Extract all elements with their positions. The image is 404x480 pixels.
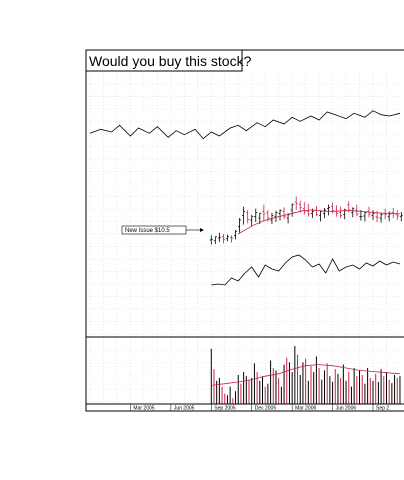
x-tick-label: Mar 2005 — [133, 406, 154, 412]
moving-average-series — [237, 209, 401, 235]
annotation-text: New Issue $10.5 — [125, 228, 170, 234]
title-box — [85, 49, 243, 72]
main-panel-frame — [85, 49, 404, 338]
x-tick-label: Jun 2005 — [174, 406, 195, 412]
oscillator-line — [211, 254, 401, 286]
volume-series — [210, 346, 401, 404]
chart-grid — [86, 72, 404, 404]
new-issue-annotation: New Issue $10.5 — [121, 225, 204, 235]
x-tick-label: Sep 2 — [376, 406, 389, 412]
oscillator-series — [211, 254, 401, 286]
volume-moving-average — [211, 364, 401, 386]
volume-ma-line — [211, 364, 401, 386]
x-tick-label: Mar 2006 — [295, 406, 316, 412]
volume-panel-frame — [85, 336, 404, 405]
chart-title: Would you buy this stock? — [89, 53, 252, 69]
moving-average-line — [237, 209, 401, 235]
x-tick-label: Jun 2006 — [336, 406, 357, 412]
x-axis-frame — [85, 403, 404, 412]
x-tick-label: Dec 2005 — [255, 406, 277, 412]
top-line-series — [89, 110, 401, 140]
x-axis: Mar 2005 Jun 2005 Sep 2005 Dec 2005 Mar 2006… — [130, 404, 389, 412]
top-line — [89, 110, 401, 140]
price-ohlc-series — [209, 196, 403, 245]
annotation-arrowhead — [200, 228, 204, 232]
x-tick-label: Sep 2005 — [214, 406, 236, 412]
